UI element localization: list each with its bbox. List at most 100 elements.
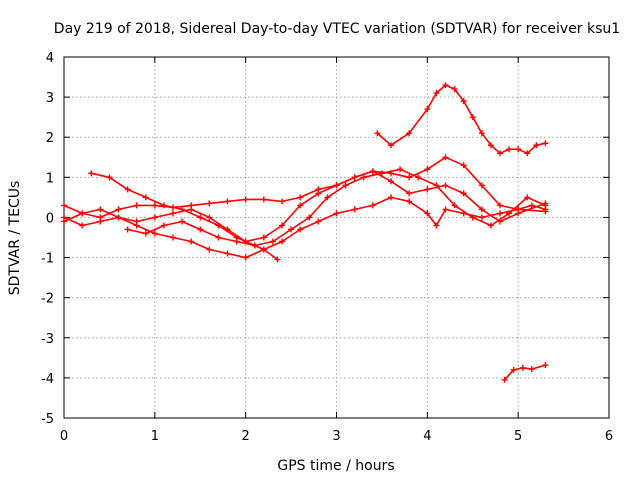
data-point	[324, 194, 331, 201]
data-point	[351, 206, 358, 213]
data-point	[88, 170, 95, 177]
data-point	[142, 230, 149, 237]
data-point	[260, 234, 267, 241]
data-point	[61, 214, 67, 221]
data-point	[215, 222, 222, 229]
data-point	[424, 106, 431, 113]
data-point	[519, 364, 526, 371]
y-tick-label: -4	[41, 372, 54, 387]
data-point	[542, 140, 549, 147]
data-point	[424, 166, 431, 173]
y-tick-label: 0	[46, 211, 54, 226]
data-point	[442, 82, 449, 89]
data-point	[533, 142, 540, 149]
data-point	[460, 190, 467, 197]
data-point	[469, 214, 476, 221]
data-point	[487, 142, 494, 149]
series-track-6	[374, 82, 549, 157]
data-point	[388, 194, 394, 201]
data-point	[315, 218, 322, 225]
x-tick-label: 4	[423, 429, 431, 444]
data-point	[315, 190, 322, 197]
data-point	[451, 202, 458, 209]
data-point	[406, 190, 413, 197]
data-point	[297, 226, 304, 233]
data-point	[351, 174, 358, 181]
y-tick-label: -3	[41, 332, 54, 347]
y-axis-label: SDTVAR / TECUs	[7, 181, 23, 296]
data-point	[333, 210, 340, 217]
data-point	[115, 206, 122, 213]
data-point	[388, 178, 394, 185]
series-line	[127, 220, 278, 261]
series-track-5	[124, 218, 281, 263]
data-point	[524, 150, 531, 157]
data-point	[151, 202, 158, 209]
data-point	[233, 238, 240, 245]
data-point	[369, 202, 376, 209]
data-point	[442, 206, 449, 213]
data-point	[306, 214, 313, 221]
data-point	[542, 362, 549, 369]
data-point	[279, 238, 285, 245]
data-point	[442, 182, 449, 189]
data-point	[106, 174, 113, 181]
data-point	[460, 98, 467, 105]
chart-title: Day 219 of 2018, Sidereal Day-to-day VTE…	[54, 21, 620, 37]
data-point	[142, 194, 149, 201]
data-point	[406, 198, 413, 205]
data-point	[406, 174, 413, 181]
data-point	[224, 250, 231, 257]
data-point	[151, 230, 158, 237]
axis-ticks: 0 1 2 3 4 5 6 -5 -4 -3 -2 -1 0 1 2 3 4	[41, 51, 613, 444]
x-tick-label: 3	[332, 429, 340, 444]
data-point	[260, 196, 267, 203]
data-point	[433, 222, 440, 229]
data-point	[279, 198, 285, 205]
data-point	[469, 114, 476, 121]
data-point	[79, 222, 86, 229]
data-point	[215, 234, 222, 241]
data-point	[542, 202, 549, 209]
data-point	[415, 174, 422, 181]
data-point	[297, 194, 304, 201]
data-point	[433, 90, 440, 97]
data-point	[360, 174, 367, 181]
data-point	[242, 196, 249, 203]
data-point	[388, 142, 394, 149]
x-tick-label: 2	[242, 429, 250, 444]
series-track-3	[61, 194, 549, 261]
y-tick-label: 3	[46, 91, 54, 106]
data-point	[497, 150, 503, 157]
data-point	[528, 366, 535, 373]
data-point	[197, 226, 204, 233]
data-point	[170, 210, 176, 217]
x-tick-label: 5	[514, 429, 522, 444]
data-point	[369, 168, 376, 175]
data-point	[242, 254, 249, 261]
x-tick-label: 1	[151, 429, 159, 444]
series-line	[63, 196, 546, 259]
data-point	[279, 222, 285, 229]
data-series	[61, 82, 549, 383]
data-point	[497, 210, 503, 217]
data-point	[374, 130, 381, 137]
series-line	[376, 84, 546, 155]
series-line	[91, 168, 546, 247]
y-tick-label: -2	[41, 292, 54, 307]
data-point	[133, 222, 140, 229]
data-point	[97, 218, 104, 225]
data-point	[487, 222, 494, 229]
data-point	[179, 218, 186, 225]
y-tick-label: 2	[46, 131, 54, 146]
data-point	[478, 130, 485, 137]
data-point	[524, 194, 531, 201]
data-point	[333, 182, 340, 189]
data-point	[79, 210, 86, 217]
series-track-7	[501, 362, 549, 383]
y-tick-label: -5	[41, 412, 54, 427]
data-point	[478, 182, 485, 189]
data-point	[297, 202, 304, 209]
data-point	[269, 238, 276, 245]
data-point	[442, 154, 449, 161]
